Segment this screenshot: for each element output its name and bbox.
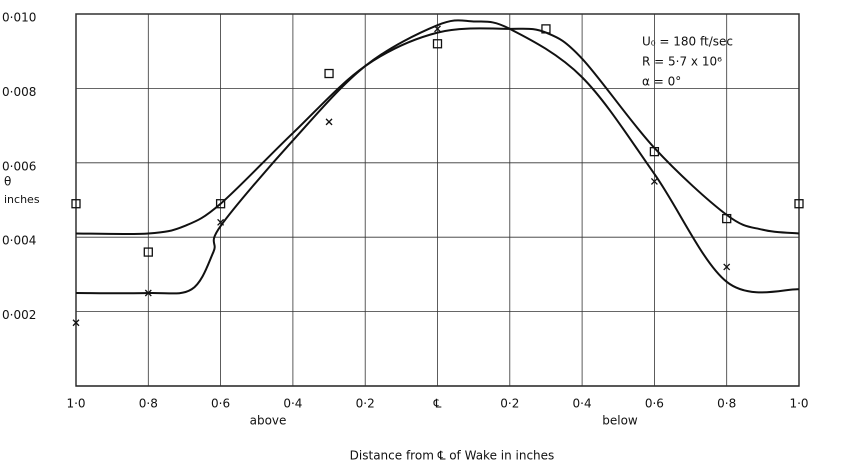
x-tick-label: 0·2	[356, 397, 375, 411]
square-marker	[215, 199, 226, 209]
x-tick-label: ℄	[433, 397, 442, 411]
y-tick-label: 0·006	[2, 159, 36, 173]
x-tick-label: 0·4	[573, 397, 592, 411]
annotation: α = 0°	[642, 75, 681, 89]
side-label: below	[602, 414, 638, 428]
y-tick-label: 0·008	[2, 85, 36, 99]
side-label: above	[250, 414, 287, 428]
square-marker	[324, 68, 334, 79]
cross-marker	[72, 319, 80, 327]
cross-marker	[650, 177, 658, 185]
x-tick-label: 0·8	[717, 397, 736, 411]
x-tick-label: 1·0	[66, 397, 85, 411]
y-axis-label: θ	[4, 175, 11, 189]
square-marker	[143, 247, 153, 257]
curve	[75, 27, 800, 236]
cross-marker	[723, 263, 731, 271]
x-tick-label: 0·6	[645, 397, 664, 411]
cross-marker	[325, 118, 333, 126]
square-marker	[432, 39, 443, 49]
y-tick-label: 0·002	[2, 308, 36, 322]
annotation: U₀ = 180 ft/sec	[642, 35, 733, 49]
x-tick-label: 0·6	[211, 397, 230, 411]
x-tick-label: 0·8	[139, 397, 158, 411]
y-axis-label: inches	[4, 193, 40, 206]
y-tick-label: 0·010	[2, 11, 36, 25]
x-tick-label: 0·2	[500, 397, 519, 411]
square-marker	[71, 199, 81, 209]
x-axis-label: Distance from ℄ of Wake in inches	[350, 449, 555, 463]
x-tick-label: 1·0	[789, 397, 808, 411]
annotation: R = 5·7 x 10⁶	[642, 55, 722, 69]
square-marker	[794, 199, 804, 209]
y-tick-label: 0·004	[2, 234, 36, 248]
x-tick-label: 0·4	[283, 397, 302, 411]
curve	[75, 19, 800, 295]
